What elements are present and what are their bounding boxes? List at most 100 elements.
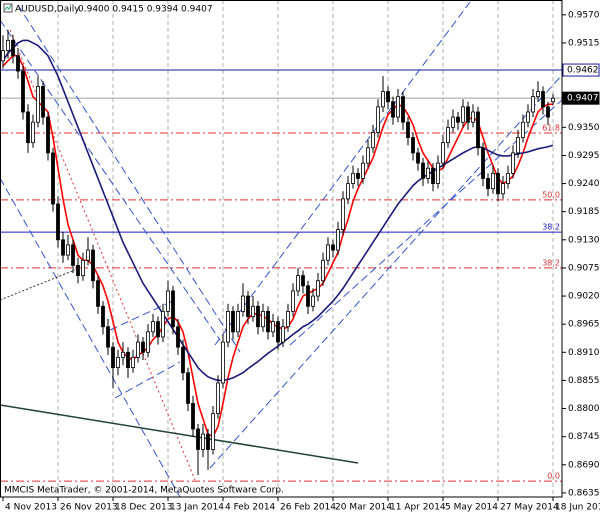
candle-body xyxy=(41,86,45,118)
candle-body xyxy=(166,290,170,312)
candle-body xyxy=(351,172,355,184)
x-tick-label: 18 Jun 2014 xyxy=(555,503,600,513)
x-tick-label: 4 Feb 2014 xyxy=(225,503,276,513)
candle-body xyxy=(306,285,310,307)
trend-line xyxy=(0,404,359,464)
candle-body xyxy=(411,137,415,154)
candle-body xyxy=(421,162,425,179)
candle-body xyxy=(231,310,235,333)
candle-body xyxy=(191,403,195,430)
candle-body xyxy=(11,39,15,57)
candle-body xyxy=(316,280,320,297)
x-tick-label: 5 May 2014 xyxy=(445,503,498,513)
footer: MMCIS MetaTrader, © 2001-2014, MetaQuote… xyxy=(4,486,284,496)
candle-body xyxy=(111,346,115,369)
y-tick-label: 0.9570 xyxy=(568,10,600,20)
candle-body xyxy=(196,428,200,450)
candle-body xyxy=(6,39,10,52)
quote: 0.9400 0.9415 0.9394 0.9407 xyxy=(78,5,213,15)
symbol-icon-glyph xyxy=(4,4,12,11)
price-box xyxy=(562,91,600,105)
candle-body xyxy=(221,341,225,384)
candle-body xyxy=(86,249,90,261)
candle-body xyxy=(341,198,345,230)
candle-body xyxy=(211,413,215,450)
candle-body xyxy=(276,321,280,343)
channel-line xyxy=(209,74,562,469)
candle-body xyxy=(201,433,205,450)
y-tick-label: 0.8635 xyxy=(568,488,600,498)
candles xyxy=(1,30,555,476)
candle-body xyxy=(511,152,515,174)
x-tick-label: 27 May 2014 xyxy=(500,503,559,513)
candle-body xyxy=(441,142,445,164)
candle-body xyxy=(326,244,330,261)
price-box-label: 0.9462 xyxy=(567,66,599,76)
candle-body xyxy=(91,249,95,282)
price-box-label: 0.9407 xyxy=(567,94,599,104)
candle-body xyxy=(246,295,250,317)
candle-body xyxy=(406,121,410,138)
candle-body xyxy=(521,121,525,138)
candle-body xyxy=(526,111,530,123)
candle-body xyxy=(46,116,50,154)
candle-body xyxy=(396,96,400,118)
candle-body xyxy=(121,351,125,358)
candle-body xyxy=(496,172,500,195)
channel-line xyxy=(0,19,221,341)
candle-body xyxy=(346,183,350,200)
candle-body xyxy=(541,91,545,108)
level-label: 61.8 xyxy=(542,123,560,132)
labels: 0.9570 0.9515 0.9350 0.9295 0.9240 0.9185 0.91… xyxy=(2,10,600,513)
y-tick-label: 0.9515 xyxy=(568,38,600,48)
candle-body xyxy=(76,264,80,276)
y-tick-label: 0.9185 xyxy=(568,207,600,217)
candle-body xyxy=(71,244,75,266)
x-tick-label: 20 Mar 2014 xyxy=(335,503,392,513)
candle-body xyxy=(491,172,495,190)
candle-body xyxy=(16,55,20,72)
candle-body xyxy=(181,346,185,374)
candle-body xyxy=(371,132,375,149)
candle-body xyxy=(456,116,460,123)
candle-body xyxy=(321,259,325,282)
candle-body xyxy=(21,70,25,113)
candle-body xyxy=(551,97,555,103)
y-tick-label: 0.8855 xyxy=(568,376,600,386)
candle-body xyxy=(141,341,145,353)
y-tick-label: 0.8745 xyxy=(568,432,600,442)
candle-body xyxy=(131,357,135,369)
candle-body xyxy=(161,310,165,338)
candle-body xyxy=(291,290,295,312)
candle-body xyxy=(56,203,60,241)
candle-body xyxy=(61,239,65,256)
candle-body xyxy=(451,116,455,128)
y-tick-label: 0.9240 xyxy=(568,179,600,189)
candle-body xyxy=(506,172,510,184)
candle-body xyxy=(251,305,255,317)
candle-body xyxy=(126,351,130,369)
level-label: 38.2 xyxy=(542,223,560,232)
candle-body xyxy=(296,275,300,292)
candle-body xyxy=(486,178,490,190)
candle-body xyxy=(546,106,550,118)
y-tick-label: 0.9020 xyxy=(568,292,600,302)
y-tick-label: 0.8910 xyxy=(568,348,600,358)
candle-body xyxy=(531,96,535,113)
candle-body xyxy=(516,137,520,154)
x-tick-label: 26 Nov 2013 xyxy=(60,503,118,513)
candle-body xyxy=(366,147,370,164)
x-tick-label: 13 Jan 2014 xyxy=(170,503,224,513)
candle-body xyxy=(311,295,315,307)
grid xyxy=(57,0,554,497)
x-tick-label: 26 Feb 2014 xyxy=(280,503,336,513)
candle-body xyxy=(431,167,435,184)
levels: 61.8 50.0 38.2 38.2 0.0 xyxy=(0,69,562,482)
candle-body xyxy=(31,121,35,144)
candle-body xyxy=(266,310,270,333)
candle-body xyxy=(426,167,430,179)
candle-body xyxy=(136,341,140,358)
candle-body xyxy=(81,259,85,276)
candle-body xyxy=(386,91,390,103)
